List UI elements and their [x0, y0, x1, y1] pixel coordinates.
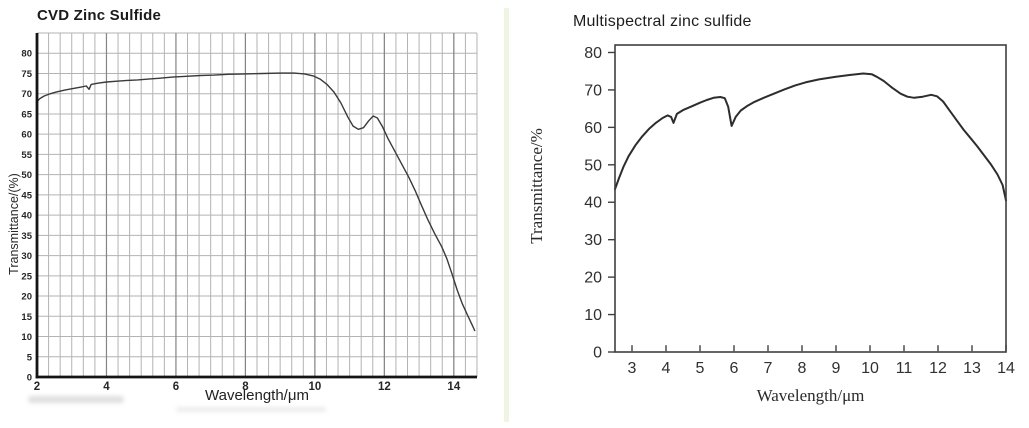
svg-text:15: 15: [21, 312, 32, 323]
svg-text:40: 40: [584, 195, 602, 212]
svg-text:4: 4: [103, 381, 110, 393]
cvd-y-axis-label: Transmittance/(%): [7, 173, 21, 275]
svg-text:80: 80: [21, 49, 32, 60]
cvd-chart-title: CVD Zinc Sulfide: [37, 7, 162, 24]
svg-text:5: 5: [696, 360, 705, 377]
svg-text:45: 45: [21, 190, 32, 201]
svg-text:55: 55: [21, 150, 32, 161]
svg-text:60: 60: [21, 130, 32, 141]
svg-text:40: 40: [21, 211, 32, 222]
svg-text:10: 10: [308, 381, 321, 393]
svg-text:12: 12: [929, 360, 947, 377]
svg-text:50: 50: [21, 170, 32, 181]
svg-text:10: 10: [861, 360, 879, 377]
svg-text:20: 20: [584, 270, 602, 287]
svg-text:12: 12: [378, 381, 391, 393]
svg-text:0: 0: [27, 373, 32, 384]
svg-text:30: 30: [21, 251, 32, 262]
svg-text:2: 2: [34, 381, 40, 393]
multispectral-chart-canvas: 3 4 5 6 7 8 9 10 11 12 13 14 0 10 20 30 40 50 60 70 80: [584, 44, 1015, 377]
svg-text:4: 4: [662, 360, 671, 377]
multispectral-y-axis-label: Transmittance/%: [527, 128, 546, 244]
svg-text:25: 25: [21, 271, 32, 282]
svg-text:0: 0: [593, 345, 602, 362]
svg-text:70: 70: [21, 89, 32, 100]
svg-text:3: 3: [628, 360, 637, 377]
svg-text:8: 8: [798, 360, 807, 377]
svg-text:80: 80: [584, 45, 602, 62]
svg-text:70: 70: [584, 82, 602, 99]
multispectral-zns-chart-panel: 3 4 5 6 7 8 9 10 11 12 13 14 0 10 20 30 40 50 60 70 80 Multi…: [520, 0, 1029, 428]
svg-text:75: 75: [21, 69, 32, 80]
svg-text:9: 9: [832, 360, 841, 377]
svg-text:65: 65: [21, 109, 32, 120]
svg-text:14: 14: [447, 381, 460, 393]
svg-text:6: 6: [730, 360, 739, 377]
cvd-chart-canvas: 2 4 6 8 10 12 14 0 5 10 15 20 25 30 35 40 45 50 55 60 65 70 75…: [21, 32, 478, 393]
svg-text:20: 20: [21, 292, 32, 303]
svg-text:10: 10: [584, 307, 602, 324]
multispectral-chart-title: Multispectral zinc sulfide: [573, 13, 752, 30]
svg-text:60: 60: [584, 120, 602, 137]
svg-text:5: 5: [27, 352, 33, 363]
svg-text:8: 8: [242, 381, 249, 393]
cvd-x-axis-label: Wavelength/μm: [205, 387, 309, 404]
svg-text:7: 7: [764, 360, 773, 377]
svg-text:10: 10: [21, 332, 32, 343]
svg-text:13: 13: [963, 360, 981, 377]
svg-text:6: 6: [173, 381, 179, 393]
svg-text:35: 35: [21, 231, 32, 242]
svg-text:11: 11: [896, 360, 913, 377]
multispectral-x-axis-label: Wavelength/μm: [756, 386, 865, 405]
svg-text:30: 30: [584, 232, 602, 249]
svg-text:50: 50: [584, 157, 602, 174]
svg-text:14: 14: [997, 360, 1015, 377]
cvd-zns-chart-panel: 2 4 6 8 10 12 14 0 5 10 15 20 25 30 35 40 45 50 55 60 65 70 75…: [7, 7, 478, 404]
